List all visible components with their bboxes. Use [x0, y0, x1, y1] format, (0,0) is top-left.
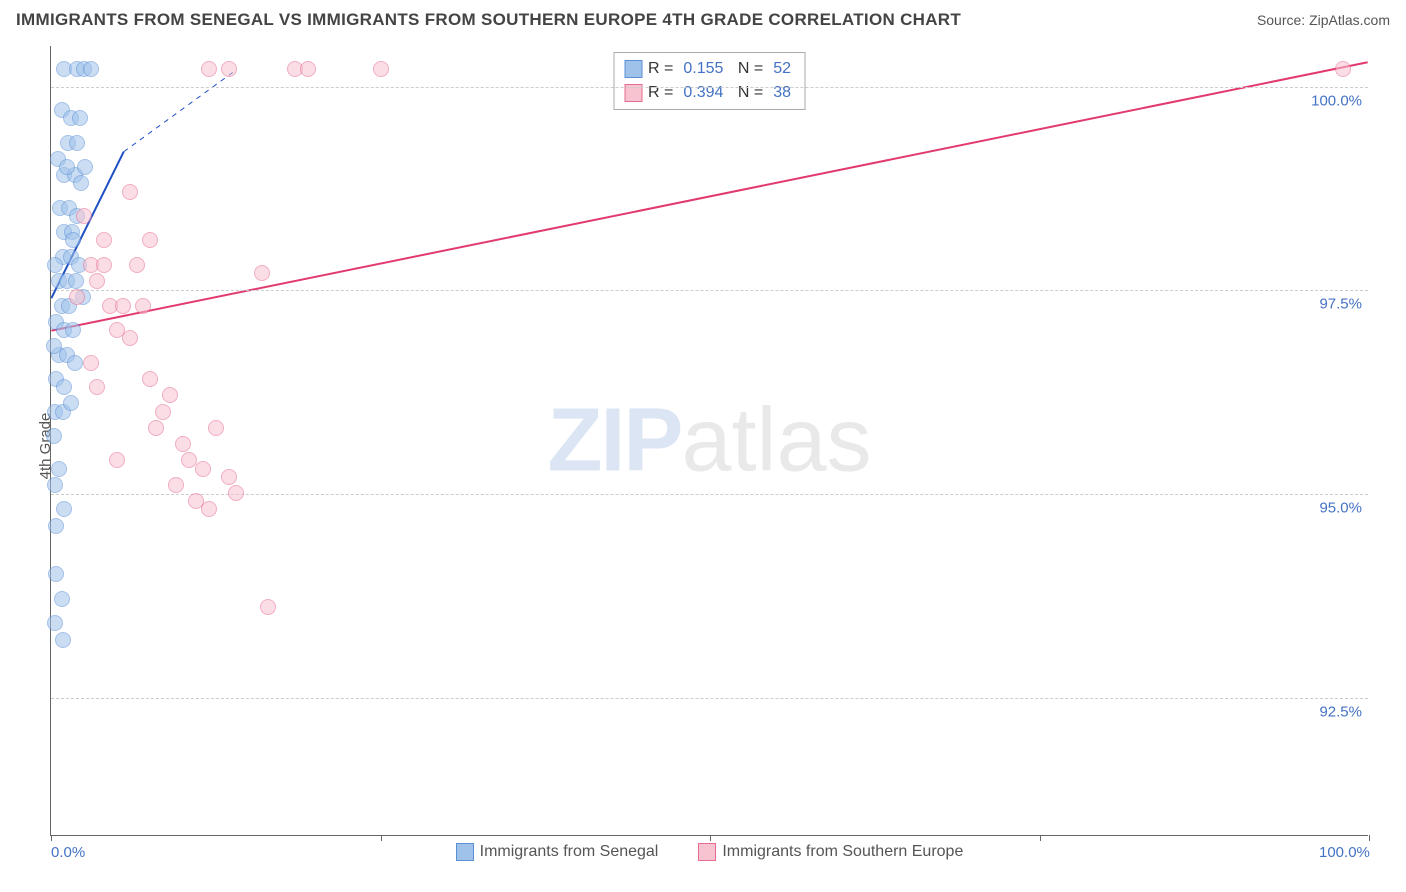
- data-point: [68, 273, 84, 289]
- data-point: [47, 615, 63, 631]
- data-point: [83, 61, 99, 77]
- data-point: [59, 159, 75, 175]
- data-point: [47, 477, 63, 493]
- data-point: [129, 257, 145, 273]
- data-point: [96, 257, 112, 273]
- watermark-part2: atlas: [681, 390, 871, 490]
- data-point: [47, 257, 63, 273]
- legend-r-label: R =: [648, 57, 673, 81]
- source-attribution: Source: ZipAtlas.com: [1257, 12, 1390, 28]
- data-point: [48, 566, 64, 582]
- series-swatch-southern-europe: [698, 843, 716, 861]
- x-tick-mark: [381, 835, 382, 841]
- legend-r-southern-europe: 0.394: [683, 81, 723, 105]
- data-point: [162, 387, 178, 403]
- y-tick-label: 97.5%: [1319, 296, 1362, 313]
- data-point: [300, 61, 316, 77]
- data-point: [65, 322, 81, 338]
- series-legend-senegal: Immigrants from Senegal: [456, 843, 659, 861]
- x-tick-label: 100.0%: [1319, 844, 1370, 861]
- data-point: [208, 420, 224, 436]
- data-point: [76, 208, 92, 224]
- data-point: [122, 184, 138, 200]
- data-point: [148, 420, 164, 436]
- data-point: [69, 289, 85, 305]
- data-point: [77, 159, 93, 175]
- data-point: [54, 591, 70, 607]
- data-point: [254, 265, 270, 281]
- data-point: [221, 469, 237, 485]
- data-point: [67, 355, 83, 371]
- legend-r-senegal: 0.155: [683, 57, 723, 81]
- data-point: [109, 452, 125, 468]
- data-point: [142, 371, 158, 387]
- legend-n-senegal: 52: [773, 57, 791, 81]
- x-tick-mark: [1369, 835, 1370, 841]
- data-point: [73, 175, 89, 191]
- data-point: [201, 61, 217, 77]
- legend-n-southern-europe: 38: [773, 81, 791, 105]
- data-point: [96, 232, 112, 248]
- y-tick-label: 92.5%: [1319, 703, 1362, 720]
- data-point: [221, 61, 237, 77]
- legend-row-senegal: R = 0.155 N = 52: [624, 57, 795, 81]
- data-point: [155, 404, 171, 420]
- source-value: ZipAtlas.com: [1309, 12, 1390, 28]
- legend-r-label: R =: [648, 81, 673, 105]
- gridline: [51, 494, 1368, 495]
- data-point: [72, 110, 88, 126]
- series-swatch-senegal: [456, 843, 474, 861]
- data-point: [89, 379, 105, 395]
- data-point: [115, 298, 131, 314]
- gridline: [51, 290, 1368, 291]
- gridline: [51, 698, 1368, 699]
- data-point: [56, 501, 72, 517]
- watermark-part1: ZIP: [547, 390, 681, 490]
- y-tick-label: 95.0%: [1319, 499, 1362, 516]
- chart-header: IMMIGRANTS FROM SENEGAL VS IMMIGRANTS FR…: [0, 0, 1406, 36]
- series-label-southern-europe: Immigrants from Southern Europe: [722, 843, 963, 861]
- chart-title: IMMIGRANTS FROM SENEGAL VS IMMIGRANTS FR…: [16, 10, 961, 30]
- data-point: [65, 232, 81, 248]
- data-point: [55, 632, 71, 648]
- data-point: [228, 485, 244, 501]
- gridline: [51, 87, 1368, 88]
- data-point: [122, 330, 138, 346]
- legend-n-label: N =: [733, 57, 763, 81]
- series-legend: Immigrants from Senegal Immigrants from …: [51, 843, 1368, 861]
- source-label: Source:: [1257, 12, 1305, 28]
- x-tick-mark: [51, 835, 52, 841]
- data-point: [260, 599, 276, 615]
- series-legend-southern-europe: Immigrants from Southern Europe: [698, 843, 963, 861]
- legend-row-southern-europe: R = 0.394 N = 38: [624, 81, 795, 105]
- legend-n-label: N =: [733, 81, 763, 105]
- series-label-senegal: Immigrants from Senegal: [480, 843, 659, 861]
- data-point: [46, 338, 62, 354]
- x-tick-mark: [710, 835, 711, 841]
- data-point: [69, 135, 85, 151]
- data-point: [63, 395, 79, 411]
- data-point: [195, 461, 211, 477]
- data-point: [48, 518, 64, 534]
- trend-lines-layer: [51, 46, 1368, 835]
- data-point: [56, 379, 72, 395]
- data-point: [83, 355, 99, 371]
- data-point: [46, 428, 62, 444]
- data-point: [373, 61, 389, 77]
- data-point: [168, 477, 184, 493]
- watermark: ZIPatlas: [547, 389, 871, 492]
- data-point: [142, 232, 158, 248]
- data-point: [201, 501, 217, 517]
- data-point: [175, 436, 191, 452]
- data-point: [1335, 61, 1351, 77]
- legend-swatch-senegal: [624, 60, 642, 78]
- y-tick-label: 100.0%: [1311, 92, 1362, 109]
- scatter-chart: ZIPatlas R = 0.155 N = 52 R = 0.394 N = …: [50, 46, 1368, 836]
- x-tick-label: 0.0%: [51, 844, 85, 861]
- x-tick-mark: [1040, 835, 1041, 841]
- correlation-legend: R = 0.155 N = 52 R = 0.394 N = 38: [613, 52, 806, 110]
- data-point: [51, 461, 67, 477]
- data-point: [89, 273, 105, 289]
- data-point: [135, 298, 151, 314]
